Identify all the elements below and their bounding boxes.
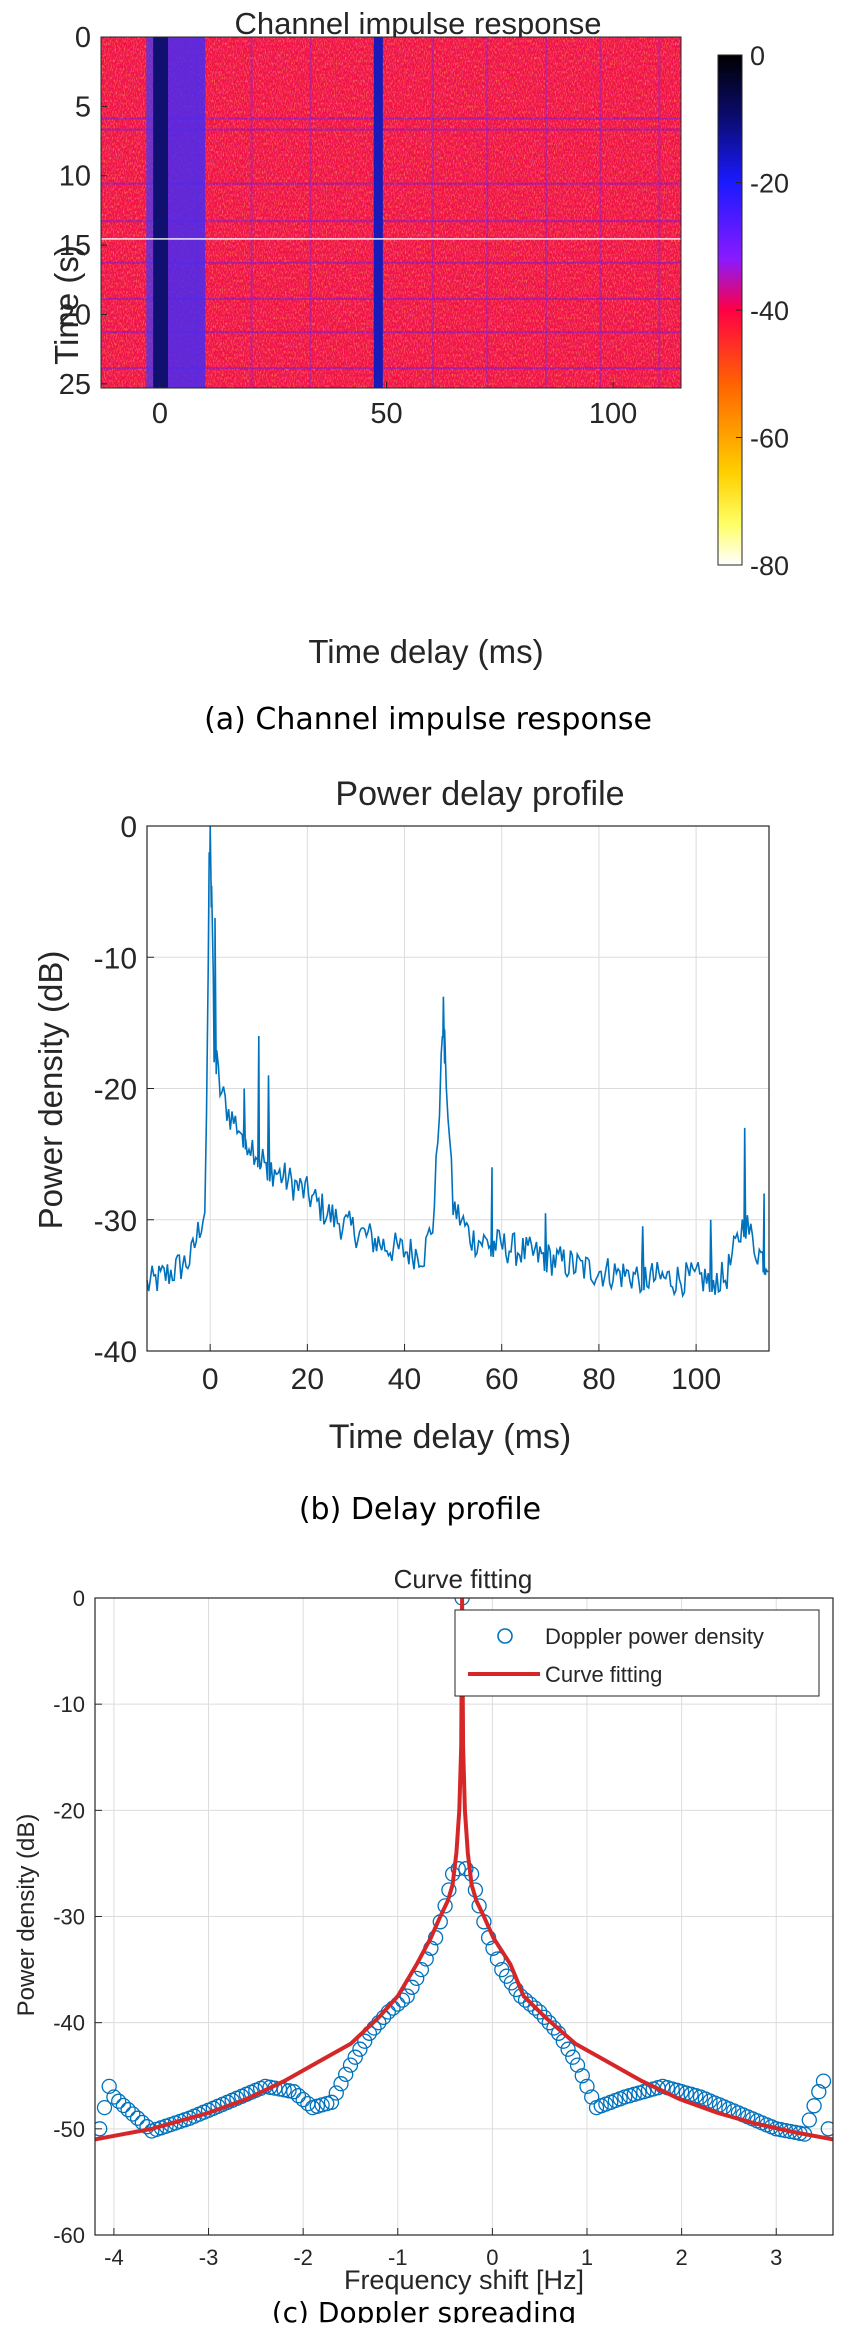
chart-b-title: Power delay profile	[335, 775, 624, 813]
doppler-point	[315, 2098, 329, 2112]
chart-a-x-tick-label: 50	[370, 398, 402, 430]
heatmap-area	[101, 37, 681, 388]
chart-b-y-tick-label: -20	[94, 1074, 137, 1107]
colorbar-tick-label: -60	[750, 424, 789, 454]
chart-b-x-ticks: 0 20 40 60 80 100	[202, 1344, 721, 1396]
heatmap-white-line	[101, 238, 681, 240]
chart-c-x-tick-label: -3	[199, 2245, 219, 2270]
delay-profile-spikes	[210, 826, 764, 1226]
heatmap-vstreak	[545, 37, 547, 388]
legend: Doppler power density Curve fitting	[455, 1610, 819, 1696]
doppler-point	[802, 2113, 816, 2127]
chart-a-x-ticks: 0 50 100	[152, 382, 637, 430]
colorbar-tick-label: 0	[750, 41, 765, 71]
chart-c-x-label: Frequency shift [Hz]	[344, 2265, 584, 2295]
chart-c-y-tick-label: -40	[53, 2011, 85, 2036]
chart-b-x-tick-label: 20	[291, 1363, 324, 1396]
colorbar-tick-label: -20	[750, 169, 789, 199]
chart-b-y-tick-label: -10	[94, 942, 137, 975]
caption-b: (b) Delay profile	[299, 1492, 541, 1527]
heatmap-vstreak	[599, 37, 601, 388]
doppler-point	[689, 2089, 703, 2103]
delay-profile-line	[147, 826, 768, 1296]
chart-c-y-tick-label: -50	[53, 2117, 85, 2142]
chart-b-x-tick-label: 100	[671, 1363, 721, 1396]
doppler-point	[561, 2042, 575, 2056]
colorbar-tick-label: -40	[750, 296, 789, 326]
doppler-point	[623, 2089, 637, 2103]
doppler-point	[353, 2042, 367, 2056]
delay-profile-chart: Power delay profile 0 20 40 60 80 100 0 -10 -20…	[32, 775, 769, 1527]
chart-b-y-ticks: 0 -10 -20 -30 -40	[94, 811, 154, 1369]
chart-c-title: Curve fitting	[394, 1564, 533, 1594]
heatmap-vstreak	[251, 37, 253, 388]
chart-b-y-tick-label: -30	[94, 1205, 137, 1238]
doppler-point	[306, 2101, 320, 2115]
chart-b-x-tick-label: 0	[202, 1363, 219, 1396]
heatmap-vstreak	[486, 37, 488, 388]
chart-b-x-tick-label: 80	[582, 1363, 615, 1396]
delay-line-48	[374, 37, 383, 388]
chart-a-x-tick-label: 0	[152, 398, 168, 430]
doppler-point	[627, 2087, 641, 2101]
chart-a-y-tick-label: 10	[59, 161, 91, 193]
caption-a: (a) Channel impulse response	[204, 702, 652, 737]
chart-c-x-tick-label: 2	[675, 2245, 687, 2270]
doppler-point	[807, 2099, 821, 2113]
chart-c-x-tick-label: -4	[104, 2245, 124, 2270]
chart-b-y-tick-label: -40	[94, 1336, 137, 1369]
doppler-point	[566, 2050, 580, 2064]
colorbar-ticks: 0 -20 -40 -60 -80	[736, 41, 789, 581]
chart-b-x-label: Time delay (ms)	[329, 1418, 571, 1456]
chart-c-y-tick-label: -10	[53, 1692, 85, 1717]
chart-b-x-tick-label: 60	[485, 1363, 518, 1396]
chart-c-y-label: Power density (dB)	[13, 1814, 40, 2017]
legend-label-doppler: Doppler power density	[545, 1624, 764, 1649]
doppler-point	[637, 2085, 651, 2099]
chart-b-y-label: Power density (dB)	[32, 951, 69, 1230]
caption-c: (c) Doppler spreading	[272, 2296, 577, 2323]
legend-label-fit: Curve fitting	[545, 1662, 662, 1687]
delay-line-0-edge	[146, 37, 153, 388]
delay-line-0-tail	[168, 37, 205, 388]
chart-a-y-label: Time (s)	[48, 245, 85, 365]
heatmap-vstreak	[658, 37, 660, 388]
chart-c-x-tick-label: 3	[770, 2245, 782, 2270]
doppler-point	[348, 2050, 362, 2064]
chart-a-x-label: Time delay (ms)	[308, 633, 543, 670]
heatmap-vstreak	[432, 37, 434, 388]
chart-c-y-tick-label: 0	[73, 1586, 85, 1611]
chart-a-title: Channel impulse response	[234, 6, 601, 41]
doppler-point	[684, 2087, 698, 2101]
doppler-point	[310, 2099, 324, 2113]
chart-c-y-tick-label: -60	[53, 2223, 85, 2248]
chart-c-y-tick-label: -20	[53, 1798, 85, 1823]
chart-b-grid	[147, 826, 769, 1351]
chart-a-y-tick-label: 5	[75, 91, 91, 123]
chart-b-y-tick-label: 0	[120, 811, 137, 844]
chart-a-x-tick-label: 100	[589, 398, 637, 430]
doppler-point	[618, 2090, 632, 2104]
heatmap-vstreak	[309, 37, 311, 388]
chart-a-y-tick-label: 25	[59, 369, 91, 401]
doppler-point	[632, 2086, 646, 2100]
chart-c-y-tick-label: -30	[53, 1905, 85, 1930]
chart-b-x-tick-label: 40	[388, 1363, 421, 1396]
chart-a-y-tick-label: 0	[75, 22, 91, 54]
delay-line-0	[153, 37, 168, 388]
colorbar-tick-label: -80	[750, 551, 789, 581]
chart-c-x-tick-label: -2	[293, 2245, 313, 2270]
